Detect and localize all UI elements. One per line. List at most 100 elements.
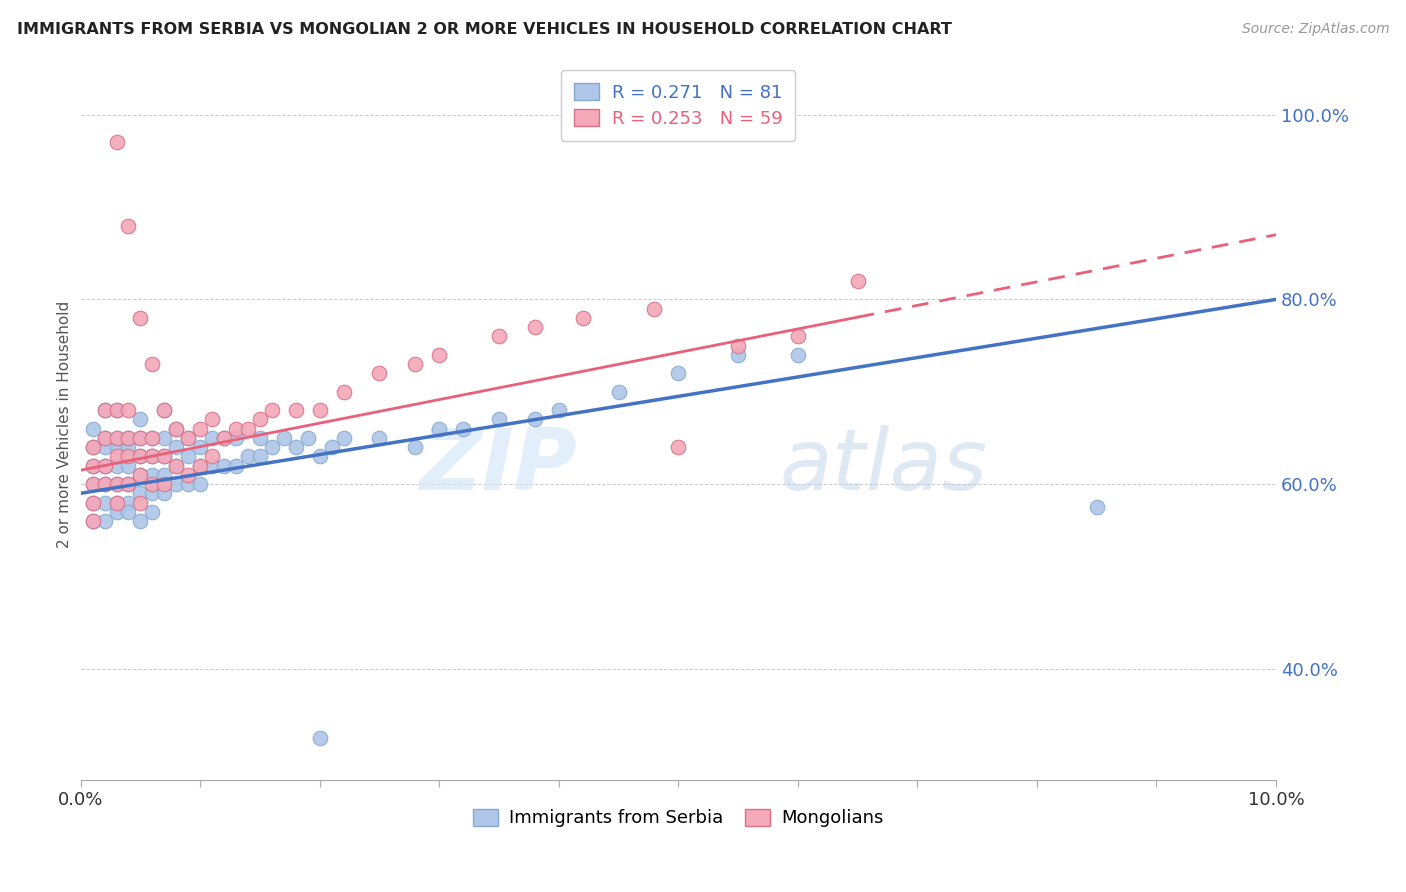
Point (427, 348, 450, 362)
Point (249, 431, 271, 445)
Point (117, 403, 139, 417)
Point (177, 467, 200, 482)
Point (225, 458, 247, 473)
Point (368, 366, 391, 380)
Point (165, 458, 187, 473)
Point (117, 495, 139, 509)
Point (82, 495, 104, 509)
Point (153, 403, 176, 417)
Text: atlas: atlas (780, 425, 988, 508)
Point (153, 450, 176, 464)
Point (249, 412, 271, 426)
Point (117, 450, 139, 464)
Point (488, 412, 510, 426)
Point (129, 431, 152, 445)
Point (93, 458, 115, 473)
Point (201, 431, 224, 445)
Point (93, 477, 115, 491)
Point (153, 486, 176, 500)
Point (249, 450, 271, 464)
Point (141, 505, 163, 519)
Point (308, 450, 330, 464)
Point (321, 440, 343, 454)
Point (523, 320, 546, 334)
Point (129, 450, 152, 464)
Point (105, 495, 128, 509)
Point (212, 431, 235, 445)
Point (212, 458, 235, 473)
Point (129, 467, 152, 482)
Point (523, 412, 546, 426)
Point (129, 514, 152, 528)
Point (105, 458, 128, 473)
Point (82, 477, 104, 491)
Point (117, 440, 139, 454)
Point (153, 450, 176, 464)
Point (225, 422, 247, 436)
Point (93, 458, 115, 473)
Point (451, 422, 474, 436)
Point (82, 477, 104, 491)
Point (129, 467, 152, 482)
Point (786, 348, 808, 362)
Point (141, 477, 163, 491)
Point (117, 219, 139, 233)
Point (786, 329, 808, 343)
Point (105, 440, 128, 454)
Point (165, 422, 187, 436)
Point (177, 477, 200, 491)
Point (607, 384, 630, 399)
Point (141, 450, 163, 464)
Point (332, 431, 354, 445)
Point (141, 357, 163, 371)
Point (153, 467, 176, 482)
Point (105, 450, 128, 464)
Point (643, 301, 665, 316)
Point (1085, 500, 1108, 515)
Point (105, 431, 128, 445)
Point (153, 431, 176, 445)
Point (225, 431, 247, 445)
Point (236, 422, 259, 436)
Point (165, 440, 187, 454)
Point (177, 431, 200, 445)
Point (666, 366, 689, 380)
Point (82, 514, 104, 528)
Point (404, 440, 426, 454)
Point (117, 431, 139, 445)
Y-axis label: 2 or more Vehicles in Household: 2 or more Vehicles in Household (58, 301, 72, 548)
Point (93, 403, 115, 417)
Point (129, 431, 152, 445)
Point (153, 403, 176, 417)
Point (93, 495, 115, 509)
Point (105, 403, 128, 417)
Point (727, 348, 749, 362)
Point (117, 477, 139, 491)
Point (93, 440, 115, 454)
Text: ZIP: ZIP (419, 425, 576, 508)
Point (129, 486, 152, 500)
Point (153, 477, 176, 491)
Point (129, 310, 152, 325)
Point (260, 403, 283, 417)
Point (105, 136, 128, 150)
Point (260, 440, 283, 454)
Point (82, 458, 104, 473)
Point (188, 458, 211, 473)
Point (82, 440, 104, 454)
Point (82, 458, 104, 473)
Point (93, 431, 115, 445)
Point (105, 505, 128, 519)
Point (105, 431, 128, 445)
Point (82, 495, 104, 509)
Point (129, 495, 152, 509)
Point (571, 310, 593, 325)
Point (165, 458, 187, 473)
Point (308, 403, 330, 417)
Point (547, 403, 569, 417)
Point (82, 422, 104, 436)
Text: IMMIGRANTS FROM SERBIA VS MONGOLIAN 2 OR MORE VEHICLES IN HOUSEHOLD CORRELATION : IMMIGRANTS FROM SERBIA VS MONGOLIAN 2 OR… (17, 22, 952, 37)
Point (165, 477, 187, 491)
Point (273, 431, 295, 445)
Legend: Immigrants from Serbia, Mongolians: Immigrants from Serbia, Mongolians (465, 801, 891, 835)
